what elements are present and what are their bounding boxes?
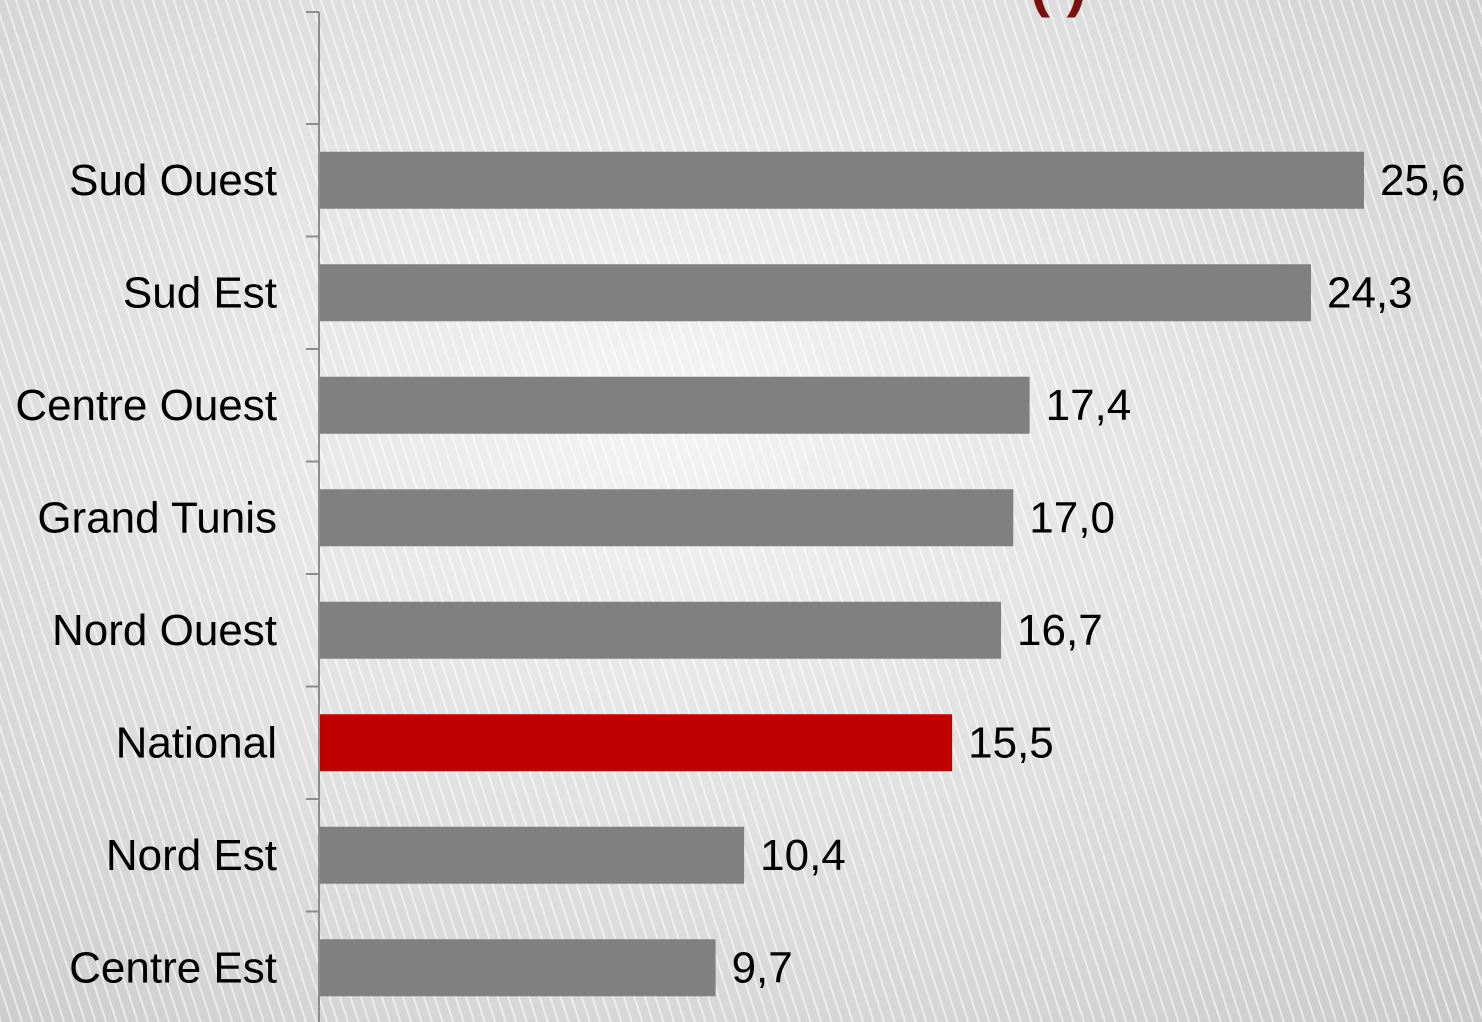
bar-nord-est bbox=[320, 826, 745, 884]
bar-nord-ouest bbox=[320, 601, 1002, 659]
value-label: 16,7 bbox=[1017, 606, 1103, 655]
category-label: Sud Ouest bbox=[69, 156, 277, 205]
category-label: Grand Tunis bbox=[37, 493, 277, 542]
bar-sud-ouest bbox=[320, 151, 1364, 209]
bar-centre-ouest bbox=[320, 376, 1030, 434]
bar-centre-est bbox=[320, 939, 716, 997]
bar-national bbox=[320, 714, 953, 772]
category-label: Nord Est bbox=[106, 831, 277, 880]
value-label: 17,0 bbox=[1029, 493, 1115, 542]
category-label: Centre Ouest bbox=[15, 381, 277, 430]
value-label: 15,5 bbox=[968, 718, 1054, 767]
value-label: 24,3 bbox=[1327, 268, 1413, 317]
chart-title-fragment: ( ) bbox=[1030, 0, 1087, 18]
category-label: Sud Est bbox=[123, 268, 277, 317]
bar-grand-tunis bbox=[320, 489, 1014, 547]
value-label: 17,4 bbox=[1046, 381, 1132, 430]
category-label: National bbox=[116, 718, 277, 767]
value-label: 25,6 bbox=[1380, 156, 1466, 205]
value-label: 10,4 bbox=[760, 831, 846, 880]
category-label: Nord Ouest bbox=[52, 606, 277, 655]
bar-sud-est bbox=[320, 264, 1311, 322]
value-label: 9,7 bbox=[732, 943, 793, 992]
category-label: Centre Est bbox=[69, 943, 277, 992]
